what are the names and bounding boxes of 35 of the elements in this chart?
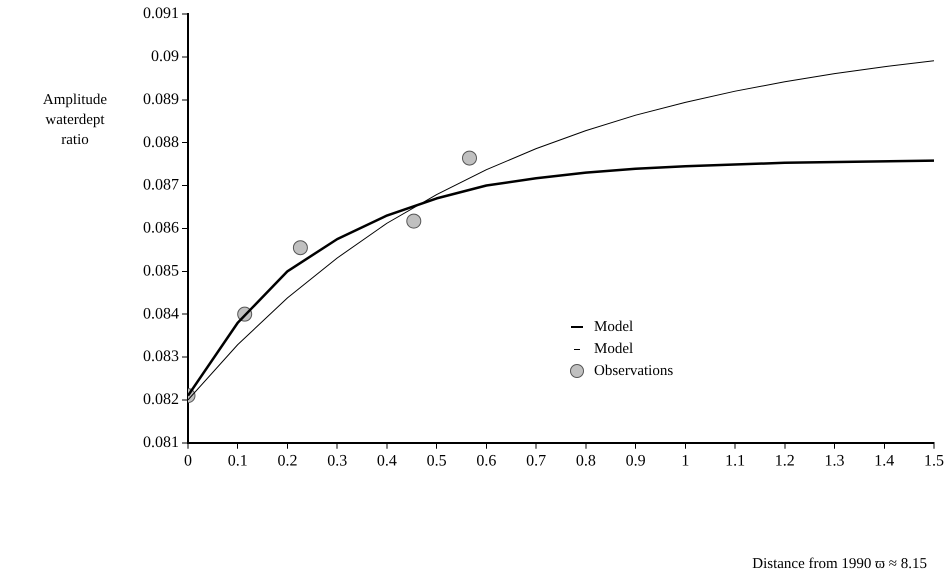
y-tick-label: 0.083 [143, 348, 179, 366]
y-tick-label: 0.081 [143, 434, 179, 452]
y-tick-label: 0.082 [143, 391, 179, 408]
y-tick-label: 0.087 [143, 176, 179, 194]
x-tick-label: 0.4 [376, 452, 397, 470]
y-tick-label: 0.091 [143, 5, 179, 22]
y-axis-title: Amplitude waterdept ratio [42, 91, 108, 150]
x-tick-label: 1.1 [725, 452, 746, 470]
y-tick-label: 0.09 [151, 48, 179, 66]
legend-label: Model [594, 318, 634, 336]
point [292, 240, 308, 256]
y-tick-label: 0.089 [143, 90, 179, 108]
x-tick-label: 0.2 [277, 452, 298, 470]
legend-label: Observations [594, 362, 674, 380]
point [462, 150, 477, 166]
x-tick-label: 0.5 [426, 452, 447, 470]
x-tick-label: 0.9 [626, 452, 646, 470]
point [406, 214, 422, 229]
x-tick-label: 1 [681, 452, 690, 470]
y-tick-label: 0.085 [143, 262, 179, 280]
legend-label: Model [594, 340, 634, 358]
y-tick-label: 0.084 [143, 305, 179, 322]
text: Distance from 1990 ϖ ≈ 8.15 [752, 556, 927, 573]
x-tick-label: 1.3 [824, 452, 845, 470]
x-tick-label: 0 [184, 452, 192, 470]
x-tick-label: 0.8 [576, 452, 596, 470]
x-tick-label: 0.6 [476, 452, 496, 470]
x-tick-label: 1.4 [874, 452, 894, 470]
x-tick-label: 1.2 [774, 452, 795, 470]
x-tick-label: 0.3 [327, 452, 348, 470]
y-tick-label: 0.086 [143, 220, 179, 237]
y-tick-label: 0.088 [143, 134, 179, 151]
x-tick-label: 1.5 [924, 452, 944, 470]
x-tick-label: 0.1 [228, 452, 248, 470]
x-tick-label: 0.7 [526, 452, 546, 470]
